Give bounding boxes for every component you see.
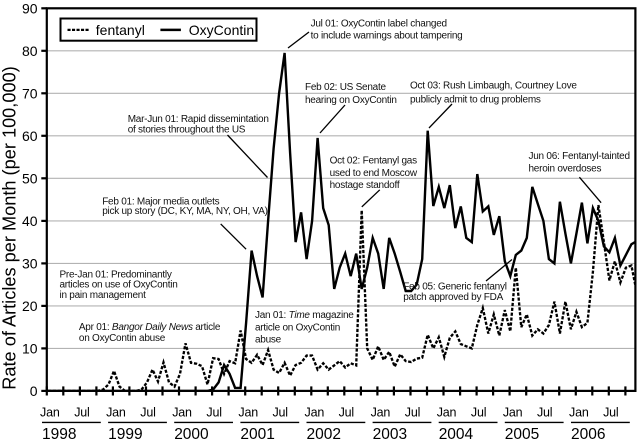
svg-text:50: 50 [22, 170, 38, 186]
svg-text:20: 20 [22, 298, 38, 314]
svg-text:publicly admit to drug problem: publicly admit to drug problems [410, 95, 541, 106]
svg-text:Jan 01: Time magazine: Jan 01: Time magazine [255, 310, 354, 321]
svg-text:2005: 2005 [505, 426, 539, 443]
svg-text:2004: 2004 [439, 426, 474, 443]
svg-text:Oct 03: Rush Limbaugh, Courtne: Oct 03: Rush Limbaugh, Courtney Love [410, 81, 577, 92]
svg-text:70: 70 [22, 85, 38, 101]
svg-text:Jul: Jul [140, 406, 155, 420]
svg-text:Jan: Jan [305, 406, 325, 420]
svg-text:Jul: Jul [273, 406, 288, 420]
svg-text:Jan: Jan [40, 406, 60, 420]
svg-text:40: 40 [22, 213, 38, 229]
svg-text:Jan: Jan [371, 406, 391, 420]
svg-text:Pre-Jan 01: Predominantly: Pre-Jan 01: Predominantly [60, 270, 172, 281]
svg-text:10: 10 [22, 340, 38, 356]
svg-text:Jul: Jul [206, 406, 221, 420]
svg-text:to include warnings about tamp: to include warnings about tampering [311, 30, 463, 41]
svg-text:80: 80 [22, 43, 38, 59]
svg-text:60: 60 [22, 128, 38, 144]
svg-text:Mar-Jun 01: Rapid dissemintati: Mar-Jun 01: Rapid dissemintation [128, 114, 269, 125]
svg-text:Jul: Jul [471, 406, 486, 420]
svg-text:Jan: Jan [503, 406, 523, 420]
svg-text:in pain management: in pain management [60, 290, 147, 301]
svg-text:Jul: Jul [537, 406, 552, 420]
svg-text:2003: 2003 [373, 426, 407, 443]
svg-text:Feb 05: Generic fentanyl: Feb 05: Generic fentanyl [403, 281, 507, 292]
svg-text:article on OxyContin: article on OxyContin [255, 322, 340, 333]
svg-text:OxyContin: OxyContin [189, 22, 254, 38]
svg-text:2001: 2001 [240, 426, 274, 443]
svg-text:hearing on OxyContin: hearing on OxyContin [305, 95, 397, 106]
svg-text:30: 30 [22, 255, 38, 271]
svg-text:Rate of Articles per Month (pe: Rate of Articles per Month (per 100,000) [0, 66, 20, 390]
svg-text:Feb 01: Major media outlets: Feb 01: Major media outlets [102, 197, 219, 208]
svg-text:patch approved by FDA: patch approved by FDA [403, 292, 503, 303]
svg-text:Jul: Jul [339, 406, 354, 420]
svg-text:1998: 1998 [42, 426, 76, 443]
svg-text:Jan: Jan [172, 406, 192, 420]
svg-text:on OxyContin abuse: on OxyContin abuse [79, 333, 166, 344]
svg-text:abuse: abuse [255, 335, 282, 346]
svg-text:2000: 2000 [174, 426, 209, 443]
svg-text:1999: 1999 [108, 426, 142, 443]
svg-text:Jun 06: Fentanyl-tainted: Jun 06: Fentanyl-tainted [529, 151, 630, 162]
svg-text:Jul: Jul [603, 406, 618, 420]
svg-text:heroin overdoses: heroin overdoses [529, 163, 602, 174]
svg-text:used to end Moscow: used to end Moscow [330, 168, 418, 179]
svg-text:Feb 02: US Senate: Feb 02: US Senate [305, 82, 386, 93]
svg-text:Jul 01: OxyContin label change: Jul 01: OxyContin label changed [311, 19, 447, 30]
svg-text:Oct 02: Fentanyl gas: Oct 02: Fentanyl gas [330, 155, 418, 166]
svg-text:Jan: Jan [569, 406, 589, 420]
svg-text:Jan: Jan [106, 406, 126, 420]
svg-text:Jan: Jan [437, 406, 457, 420]
svg-text:of stories throughout the US: of stories throughout the US [128, 124, 246, 135]
svg-text:pick up story (DC, KY, MA, NY,: pick up story (DC, KY, MA, NY, OH, VA) [102, 206, 268, 217]
svg-text:90: 90 [22, 0, 38, 16]
svg-text:Apr 01: Bangor Daily News arti: Apr 01: Bangor Daily News article [79, 322, 221, 333]
svg-text:hostage standoff: hostage standoff [330, 180, 400, 191]
svg-text:Jan: Jan [238, 406, 258, 420]
svg-text:2002: 2002 [307, 426, 341, 443]
svg-text:Jul: Jul [74, 406, 89, 420]
svg-text:articles on use of OxyContin: articles on use of OxyContin [60, 280, 178, 291]
svg-text:Jul: Jul [405, 406, 420, 420]
svg-text:fentanyl: fentanyl [96, 22, 145, 38]
svg-text:2006: 2006 [571, 426, 605, 443]
svg-text:0: 0 [30, 383, 38, 399]
